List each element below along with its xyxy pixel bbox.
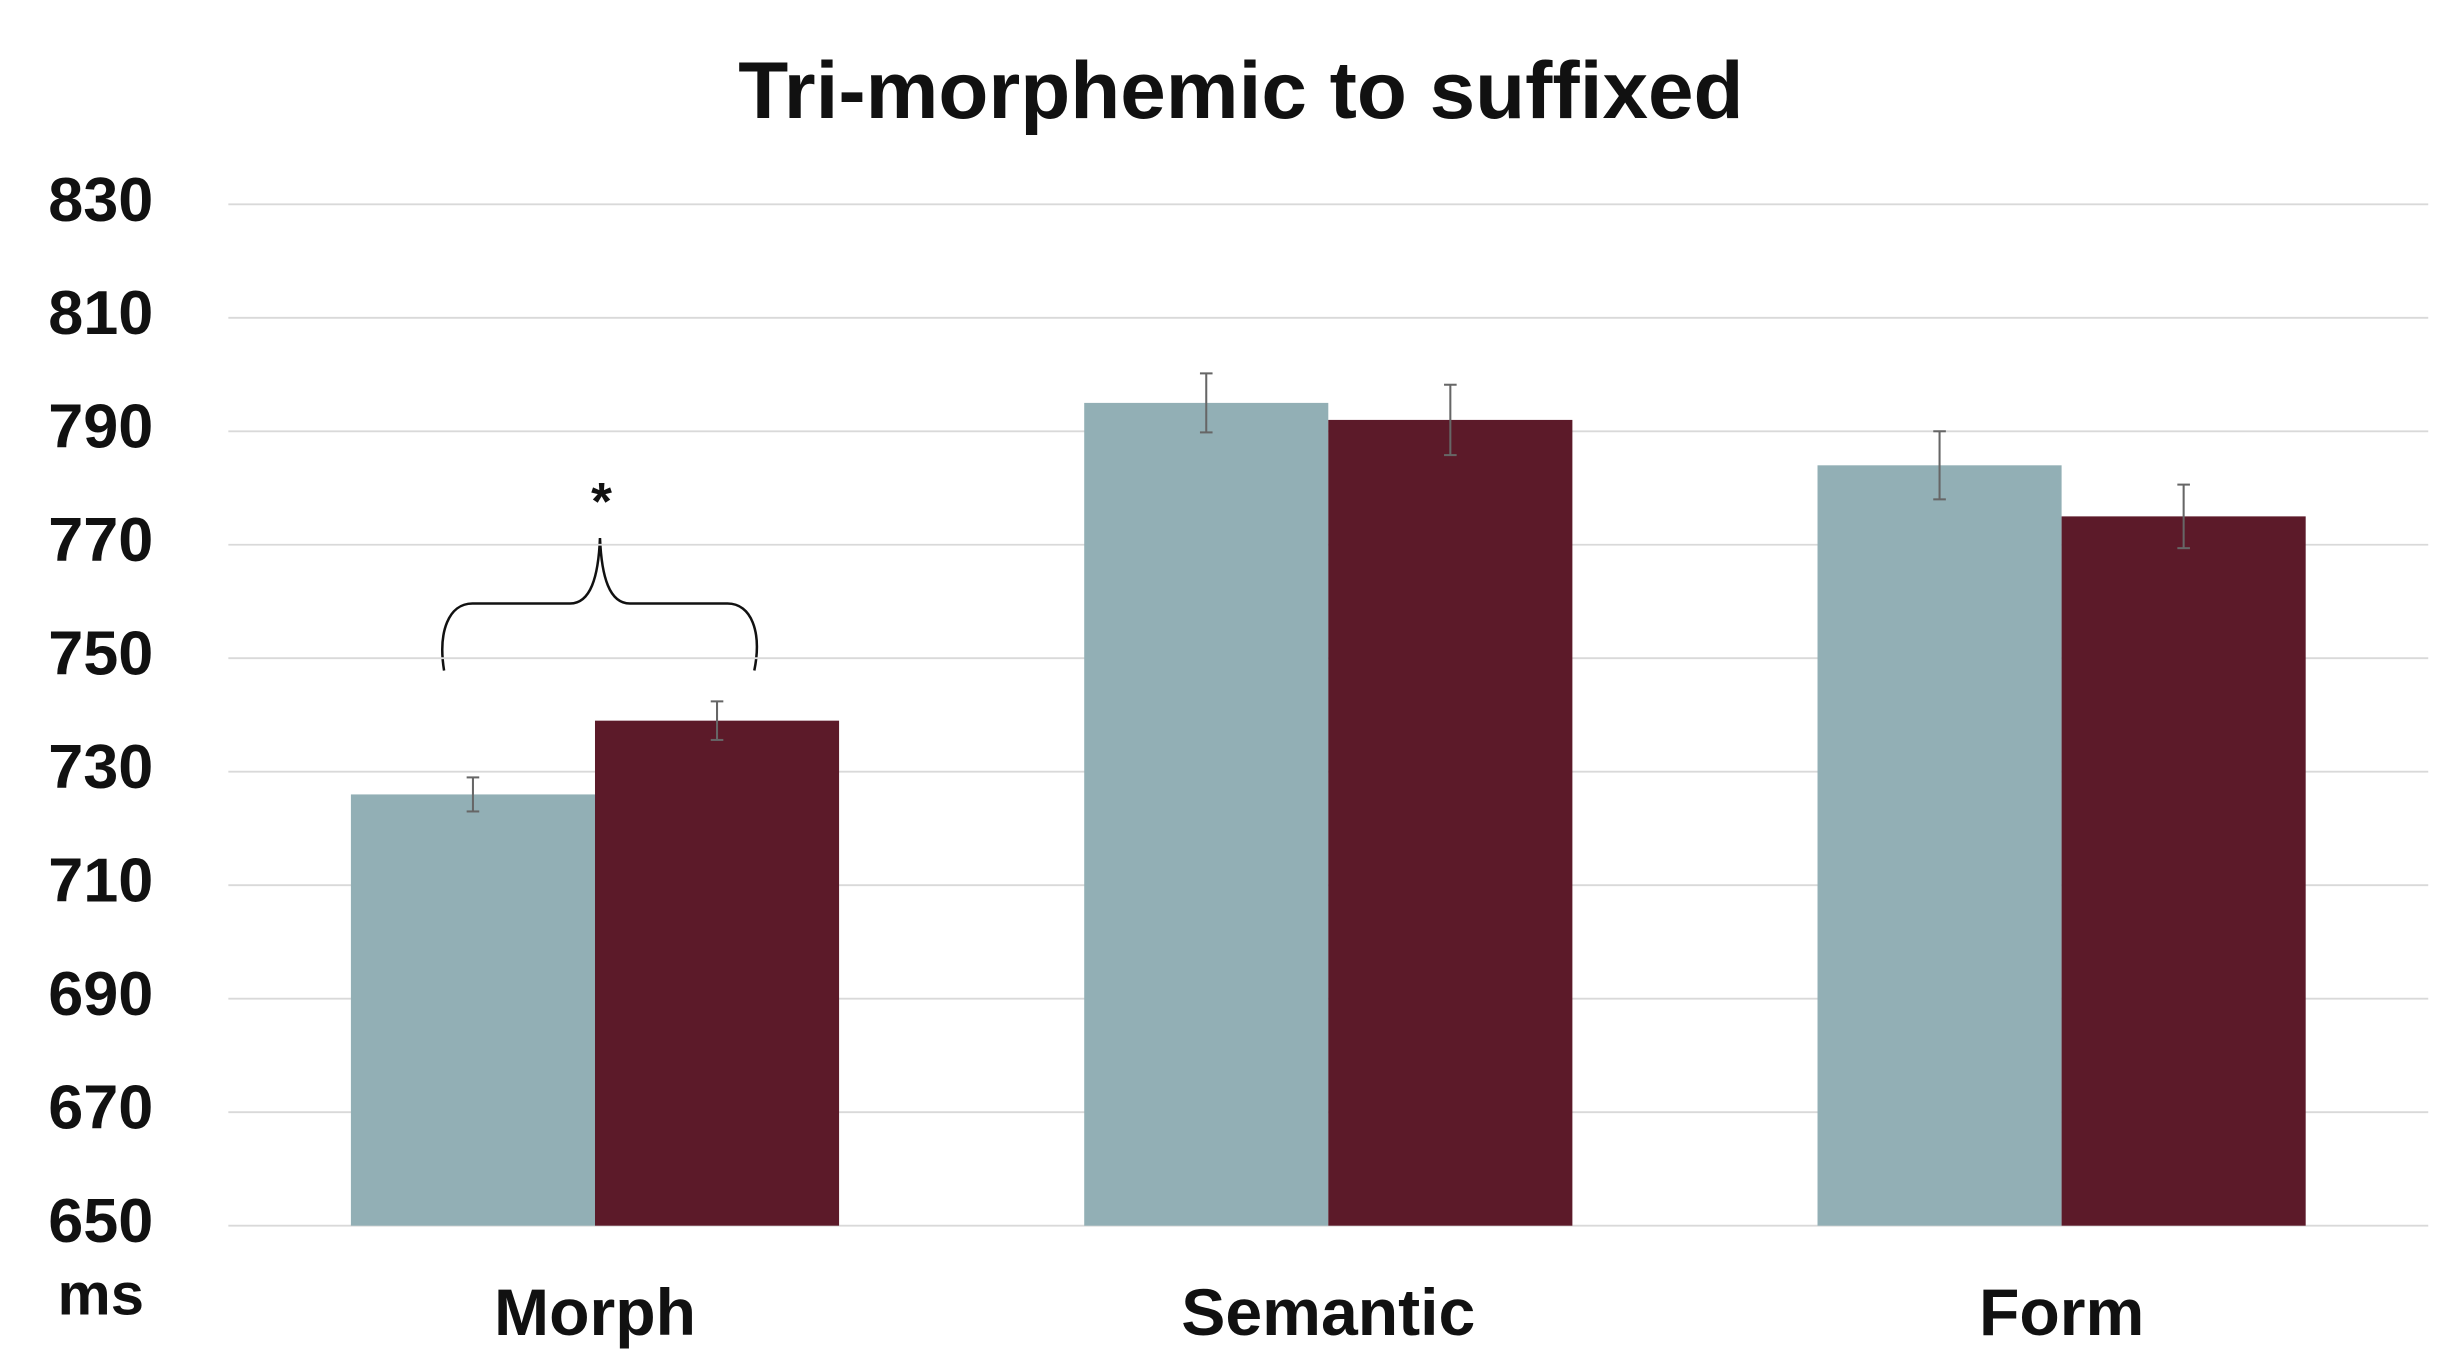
- significance-star: *: [591, 472, 612, 531]
- bar: [2061, 516, 2306, 1226]
- y-tick-label: 650: [48, 1186, 153, 1256]
- y-tick-label: 690: [48, 959, 153, 1029]
- chart-title: Tri-morphemic to suffixed: [738, 45, 1743, 136]
- bar: [1084, 402, 1329, 1226]
- y-tick-label: 770: [48, 506, 153, 576]
- y-axis-label: ms: [58, 1261, 144, 1328]
- y-tick-label: 830: [48, 165, 153, 235]
- bar: [594, 720, 840, 1226]
- significance-brace: [441, 537, 759, 671]
- y-tick-label: 730: [48, 732, 153, 802]
- error-bar: [1199, 372, 1213, 434]
- x-tick-label: Semantic: [1181, 1275, 1475, 1349]
- error-bar: [1933, 430, 1946, 501]
- bar: [1328, 419, 1573, 1226]
- y-tick-label: 790: [48, 392, 153, 462]
- error-bar: [2177, 483, 2190, 550]
- bar: [350, 794, 595, 1226]
- error-bar: [466, 776, 480, 813]
- y-tick-label: 810: [48, 279, 153, 349]
- y-tick-label: 710: [48, 846, 153, 916]
- x-tick-label: Form: [1979, 1275, 2144, 1349]
- error-bar: [1444, 383, 1457, 457]
- error-bar: [710, 700, 724, 741]
- x-tick-label: Morph: [494, 1275, 696, 1349]
- y-tick-label: 750: [48, 619, 153, 689]
- bar: [1817, 465, 2062, 1226]
- y-tick-label: 670: [48, 1073, 153, 1143]
